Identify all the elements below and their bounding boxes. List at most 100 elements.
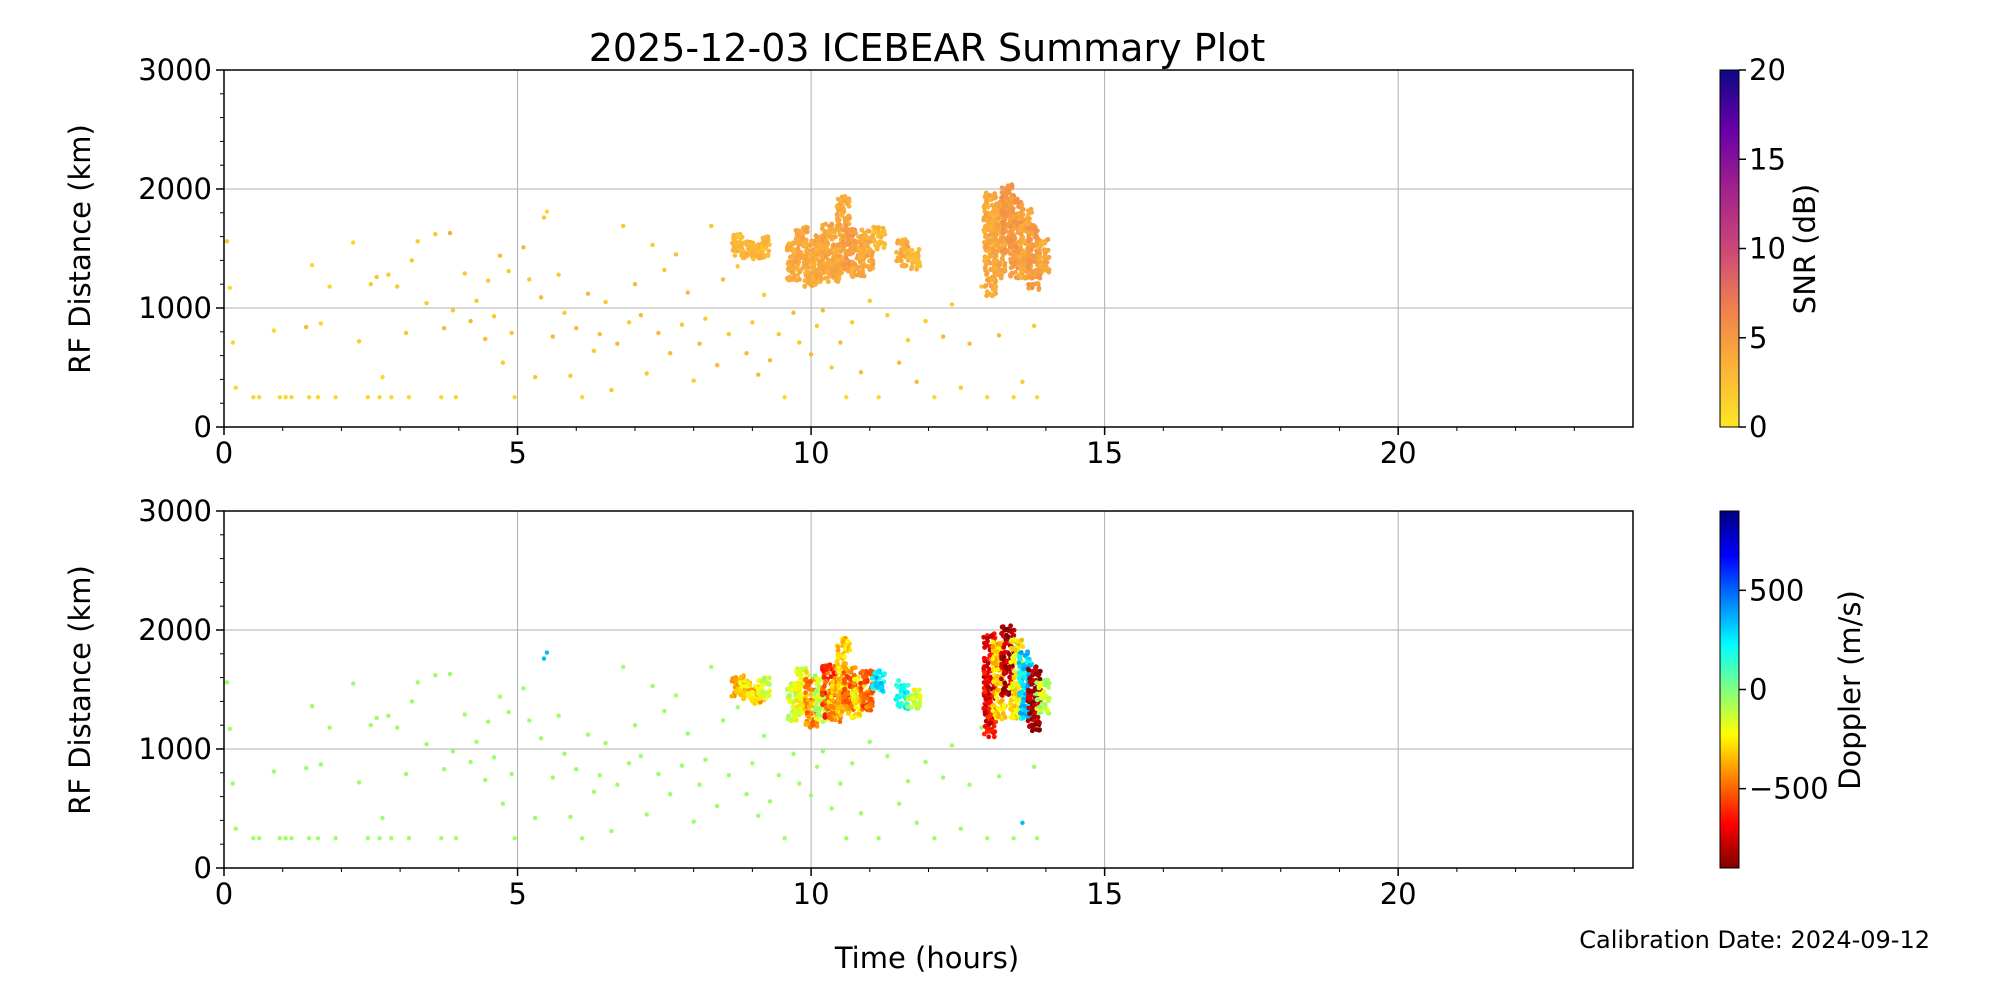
snr-data-point bbox=[309, 262, 315, 268]
doppler-cluster-point bbox=[990, 644, 996, 650]
snr-cluster-point bbox=[843, 255, 849, 261]
snr-data-point bbox=[585, 291, 591, 296]
doppler-cluster-point bbox=[815, 676, 821, 682]
doppler-data-point bbox=[979, 725, 984, 730]
snr-cluster-point bbox=[1000, 194, 1005, 200]
snr-cluster-point bbox=[841, 243, 847, 249]
snr-cluster-point bbox=[1017, 240, 1023, 245]
doppler-data-point bbox=[735, 705, 740, 710]
snr-data-point bbox=[509, 330, 514, 336]
doppler-cluster-point bbox=[794, 686, 800, 692]
snr-axes-frame bbox=[223, 69, 1634, 428]
snr-cluster-point bbox=[749, 246, 755, 251]
snr-cluster-point bbox=[821, 244, 827, 250]
doppler-cluster-point bbox=[1020, 699, 1026, 705]
snr-data-point bbox=[838, 340, 843, 345]
snr-data-point bbox=[368, 282, 373, 287]
doppler-data-point bbox=[597, 772, 602, 778]
doppler-cluster-point bbox=[828, 674, 834, 680]
doppler-cluster-point bbox=[990, 708, 996, 714]
doppler-cluster-point bbox=[999, 698, 1005, 703]
doppler-cluster-point bbox=[865, 692, 870, 698]
snr-data-point bbox=[277, 395, 282, 400]
snr-cluster-point bbox=[987, 212, 993, 217]
doppler-cluster-point bbox=[829, 703, 834, 709]
snr-cluster-point bbox=[871, 229, 877, 235]
doppler-cluster-point bbox=[766, 693, 772, 699]
doppler-cluster-point bbox=[1008, 706, 1013, 712]
snr-cluster-point bbox=[1031, 223, 1036, 228]
doppler-data-point bbox=[579, 836, 585, 841]
doppler-cluster-point bbox=[917, 700, 923, 705]
snr-data-point bbox=[662, 267, 667, 273]
snr-cluster-point bbox=[828, 249, 834, 255]
doppler-cluster-point bbox=[830, 679, 836, 685]
snr-cluster-point bbox=[911, 257, 916, 263]
snr-cluster-point bbox=[739, 253, 745, 259]
doppler-data-point bbox=[538, 736, 544, 741]
doppler-cluster-point bbox=[840, 639, 846, 645]
snr-ticks: 0 5 10 15 20 0 1000 2000 3000 bbox=[138, 53, 1575, 470]
doppler-cluster-point bbox=[995, 714, 1001, 720]
doppler-data-point bbox=[356, 780, 362, 785]
snr-data-point bbox=[808, 352, 814, 357]
snr-cluster-point bbox=[854, 239, 860, 245]
doppler-cluster-point bbox=[815, 695, 821, 700]
doppler-cluster-point bbox=[1022, 675, 1028, 681]
doppler-cluster-point bbox=[743, 683, 749, 689]
doppler-cluster-point bbox=[872, 670, 878, 676]
snr-cluster-point bbox=[760, 246, 766, 252]
doppler-cluster-point bbox=[1027, 675, 1032, 681]
doppler-cluster-point bbox=[1046, 685, 1052, 691]
doppler-cluster-point bbox=[799, 683, 804, 689]
doppler-data-point bbox=[714, 803, 720, 809]
snr-data-point bbox=[303, 324, 309, 330]
snr-cluster-point bbox=[795, 246, 801, 252]
doppler-cluster-point bbox=[852, 673, 857, 678]
doppler-cluster-point bbox=[1037, 668, 1043, 674]
calibration-date: Calibration Date: 2024-09-12 bbox=[1579, 926, 1930, 954]
doppler-data-point bbox=[315, 836, 321, 841]
snr-cluster-point bbox=[1002, 186, 1008, 192]
doppler-cluster-point bbox=[807, 679, 813, 684]
doppler-data-point bbox=[691, 819, 696, 824]
snr-data-point bbox=[858, 370, 864, 375]
doppler-cluster-point bbox=[791, 715, 797, 721]
snr-data-point bbox=[521, 245, 526, 250]
snr-data-point bbox=[691, 378, 696, 383]
doppler-data-point bbox=[1020, 820, 1025, 825]
snr-cluster-point bbox=[900, 253, 906, 259]
snr-cluster-point bbox=[990, 219, 996, 225]
doppler-data-point bbox=[506, 709, 511, 715]
doppler-cluster-point bbox=[982, 689, 988, 694]
snr-cluster-point bbox=[991, 291, 997, 297]
snr-cluster-point bbox=[798, 250, 804, 255]
doppler-data-point bbox=[303, 765, 309, 771]
doppler-cluster-point bbox=[822, 712, 828, 717]
doppler-data-point bbox=[389, 836, 394, 841]
snr-cluster-point bbox=[830, 243, 836, 249]
doppler-cluster-point bbox=[1020, 644, 1026, 650]
doppler-cluster-point bbox=[991, 703, 997, 708]
snr-cluster-point bbox=[1020, 207, 1026, 212]
snr-cluster-point bbox=[986, 238, 992, 243]
snr-cluster-point bbox=[791, 247, 797, 253]
snr-xtick-label: 10 bbox=[793, 436, 830, 470]
snr-data-point bbox=[776, 331, 781, 337]
doppler-cluster-point bbox=[805, 698, 811, 703]
doppler-cluster-point bbox=[741, 696, 747, 702]
doppler-cluster-point bbox=[806, 686, 812, 692]
snr-cluster-point bbox=[802, 242, 808, 248]
doppler-cluster-point bbox=[895, 684, 901, 690]
doppler-cluster-point bbox=[836, 676, 842, 682]
doppler-data-point bbox=[550, 775, 555, 780]
snr-cluster-point bbox=[983, 190, 989, 196]
doppler-cluster-point bbox=[814, 723, 820, 729]
snr-cluster-point bbox=[1035, 236, 1041, 242]
doppler-cluster-point bbox=[851, 676, 857, 682]
snr-cluster-point bbox=[998, 275, 1004, 281]
snr-colorbar-gradient bbox=[1719, 69, 1740, 428]
snr-data-point bbox=[603, 299, 608, 305]
doppler-panel: 0 5 10 15 20 0 1000 2000 3000 RF Distance (km) bbox=[63, 494, 1634, 911]
